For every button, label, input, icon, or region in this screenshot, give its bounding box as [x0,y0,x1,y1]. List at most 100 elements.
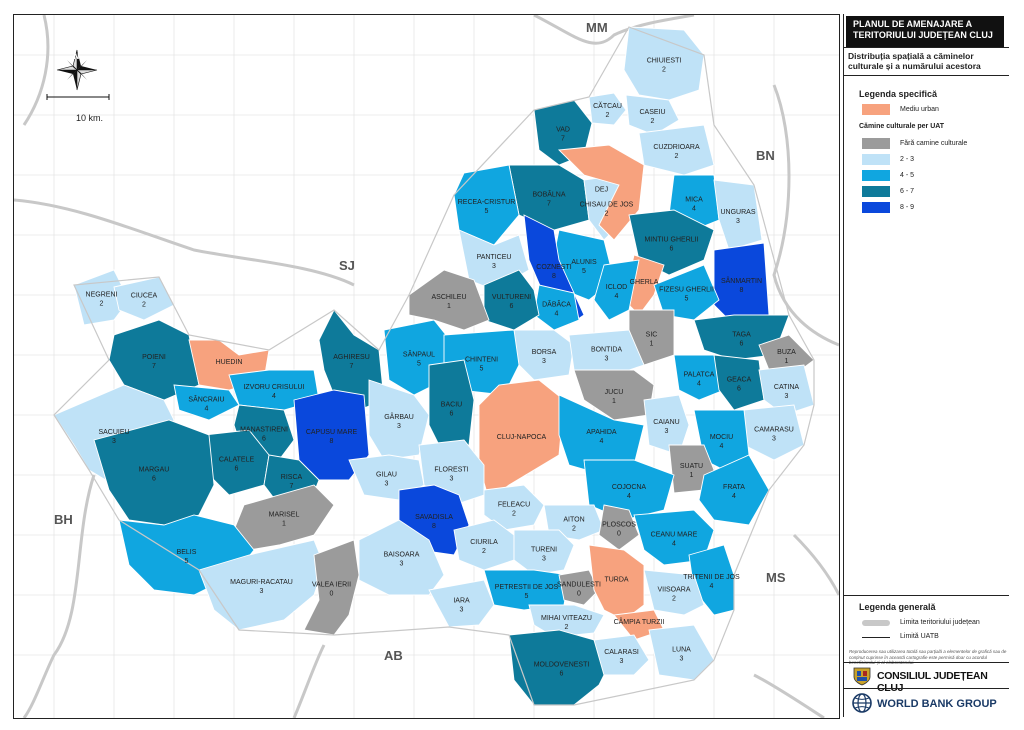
uat-name-label: CEANU MARE [651,532,698,539]
uat-count-label: 6 [262,436,266,443]
scale-label: 10 km. [76,113,104,123]
uat-iclod [593,259,640,321]
uat-name-label: ICLOD [606,284,627,291]
world-bank-logo-text: WORLD BANK GROUP [877,698,997,710]
uat-name-label: NEGRENI [86,292,118,299]
uat-count-label: 6 [510,303,514,310]
uat-name-label: FLORESTI [434,467,468,474]
uat-count-label: 2 [605,211,609,218]
uat-name-label: MOLDOVENESTI [534,662,590,669]
uat-count-label: 3 [542,556,546,563]
uat-count-label: 2 [512,511,516,518]
uat-name-label: RISCA [281,474,303,481]
county-boundary [53,26,815,706]
uat-name-label: CALARASI [604,649,639,656]
uat-name-label: MIHAI VITEAZU [541,615,592,622]
uat-count-label: 8 [432,523,436,530]
uat-name-label: MANASTIRENI [240,427,288,434]
legend-general-title: Legenda generală [859,602,936,612]
uat-count-label: 2 [142,302,146,309]
uat-count-label: 0 [617,531,621,538]
uat-count-label: 4 [615,293,619,300]
uat-name-label: GÂRBAU [384,412,414,421]
svg-text:N: N [74,52,80,61]
map-title: PLANUL DE AMENAJARE A TERITORIULUI JUDEȚ… [846,16,1004,47]
uat-labels: CHIUIESTI 2 CĂTCAU 2 CASEIU 2 VAD 7 CUZDRIOARA 2 B… [86,58,800,678]
uat-count-label: 2 [100,301,104,308]
uat-name-label: BOBÂLNA [532,190,565,199]
uat-count-label: 3 [450,476,454,483]
legend-swatch [862,186,890,197]
uat-caseiu [625,94,680,136]
uat-count-label: 8 [740,287,744,294]
north-arrow-icon: N [56,49,98,91]
uat-name-label: BELIS [177,549,197,556]
legend-swatch [862,202,890,213]
uat-count-label: 0 [577,591,581,598]
uat-name-label: VALEA IERII [312,582,351,589]
uat-name-label: UNGURAS [720,209,755,216]
uat-count-label: 5 [525,593,529,600]
uat-name-label: APAHIDA [586,429,617,436]
uat-name-label: CHISAU DE JOS [580,202,634,209]
uat-count-label: 3 [665,428,669,435]
uat-gârbau [368,379,430,461]
legend-label: 4 - 5 [900,172,915,179]
uat-name-label: AITON [563,517,584,524]
uat-palatca [673,354,725,401]
uat-name-label: PALATCA [684,372,715,379]
legend-label: Limită UATB [900,633,939,640]
uat-count-label: 4 [692,206,696,213]
uat-name-label: BONTIDA [591,347,622,354]
neighbor-sj: SJ [339,258,355,273]
legend-swatch [862,637,890,638]
map-subtitle: Distribuția spațială a căminelor cultura… [848,51,981,71]
uat-name-label: CĂTCAU [593,101,622,110]
legend-sub-title: Cămine culturale per UAT [859,123,945,130]
uat-count-label: 4 [732,493,736,500]
uat-name-label: CALATELE [219,457,255,464]
uat-viisoara [643,569,705,616]
uat-name-label: CUZDRIOARA [653,144,700,151]
uat-count-label: 4 [205,406,209,413]
uat-count-label: 3 [680,656,684,663]
uat-count-label: 4 [600,438,604,445]
legend-label: 2 - 3 [900,156,915,163]
uat-count-label: 6 [670,246,674,253]
uat-count-label: 7 [547,201,551,208]
uat-name-label: SANDULESTI [557,582,601,589]
uat-count-label: 2 [482,548,486,555]
uat-name-label: VULTURENI [492,294,531,301]
uat-name-label: VIISOARA [657,587,690,594]
uat-name-label: SAVADISLA [415,514,453,521]
uat-count-label: 1 [447,303,451,310]
uat-name-label: SACUIEU [98,429,129,436]
uat-name-label: PANTICEU [477,254,512,261]
uat-margau [93,419,215,526]
uat-name-label: CAIANU [653,419,679,426]
uat-name-label: RECEA-CRISTUR [458,199,516,206]
map-frame: CHIUIESTI 2 CĂTCAU 2 CASEIU 2 VAD 7 CUZDRIOARA 2 B… [13,14,840,719]
uat-count-label: 3 [385,481,389,488]
uat-name-label: TRITENII DE JOS [683,574,740,581]
neighbor-bh: BH [54,512,73,527]
uat-name-label: CAMARASU [754,427,794,434]
uat-count-label: 1 [282,521,286,528]
uat-name-label: CIUCEA [131,293,158,300]
uat-caianu [643,394,690,456]
uat-count-label: 7 [561,136,565,143]
uat-count-label: 5 [582,268,586,275]
uat-count-label: 1 [612,398,616,405]
uat-name-label: GEACA [727,377,752,384]
uat-name-label: JUCU [605,389,624,396]
uat-valea-ierii [303,539,360,636]
uat-count-label: 4 [720,443,724,450]
uat-count-label: 2 [572,526,576,533]
legend-swatch [862,170,890,181]
uat-name-label: CIURILA [470,539,498,546]
uat-count-label: 8 [552,273,556,280]
legend-specific-title: Legenda specifică [859,89,938,99]
uat-count-label: 6 [560,671,564,678]
legend-label: 6 - 7 [900,188,915,195]
